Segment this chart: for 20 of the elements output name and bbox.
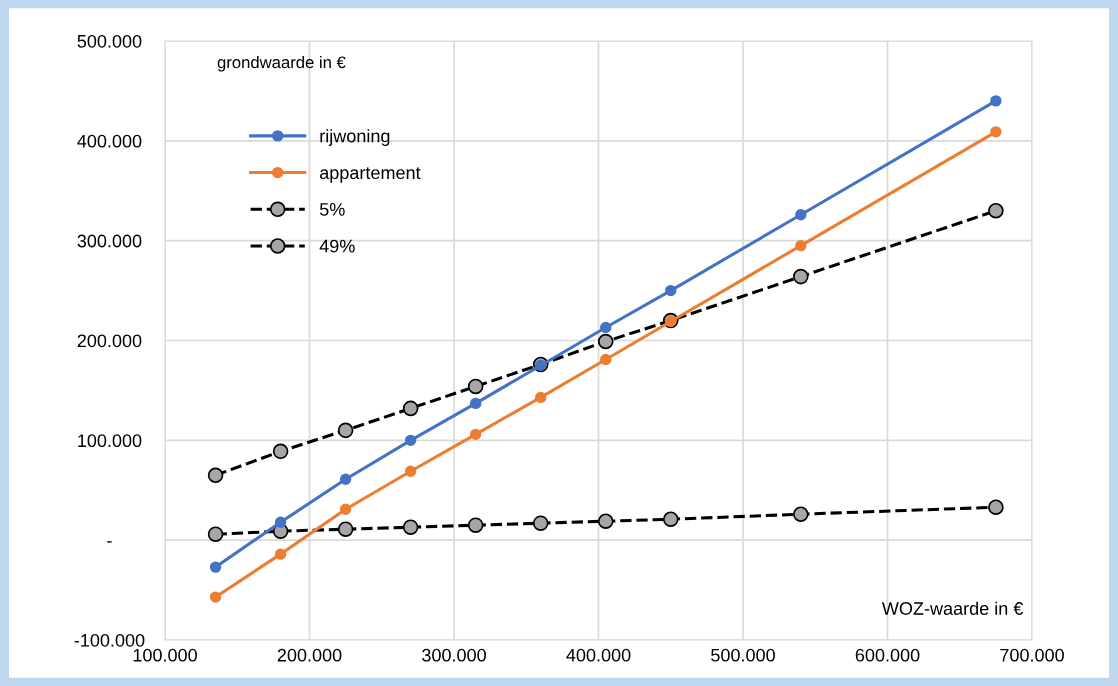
legend-label: 49% xyxy=(319,239,355,253)
legend-label: appartement xyxy=(319,167,421,183)
y-tick-label: 500.000 xyxy=(77,34,142,48)
x-tick-label: 600.000 xyxy=(855,648,920,662)
x-tick-label: 400.000 xyxy=(566,648,631,662)
x-tick-label: 200.000 xyxy=(277,648,342,662)
x-tick-label: 300.000 xyxy=(422,648,486,662)
x-tick-label: 500.000 xyxy=(711,648,775,662)
y-tick-label: 300.000 xyxy=(77,234,142,248)
legend-label: rijwoning xyxy=(320,129,390,146)
x-tick-label: 700.000 xyxy=(1000,648,1064,662)
y-tick-label: 400.000 xyxy=(77,134,142,148)
y-tick-label: - xyxy=(107,541,112,543)
y-tick-label: 200.000 xyxy=(77,334,142,348)
y-tick-label: 100.000 xyxy=(78,434,142,448)
x-axis-title: WOZ-waarde in € xyxy=(881,601,1024,615)
x-tick-label: 100.000 xyxy=(133,648,197,662)
legend-label: 5% xyxy=(319,203,345,216)
y-tick-label: -100.000 xyxy=(74,633,145,647)
y-axis-title: grondwaarde in € xyxy=(217,55,346,72)
